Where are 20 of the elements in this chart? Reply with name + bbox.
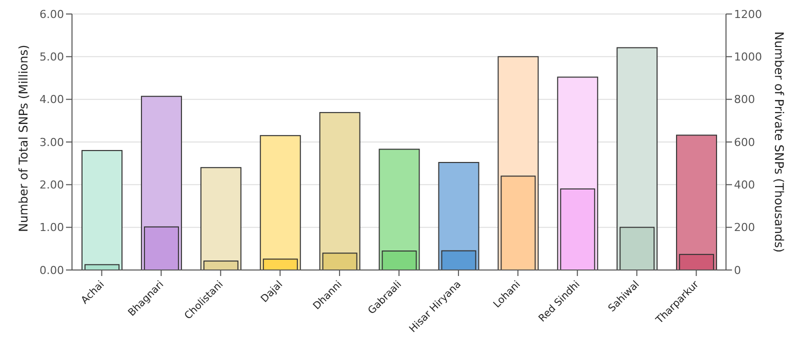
y2-tick-label: 1000 xyxy=(734,50,762,64)
y2-tick-label: 0 xyxy=(734,264,741,277)
y2-tick-label: 1200 xyxy=(734,8,762,21)
y2-tick-label: 200 xyxy=(734,221,755,234)
y-tick-label: 1.00 xyxy=(40,221,64,234)
y2-tick-label: 600 xyxy=(734,136,755,149)
y-axis-title: Number of Total SNPs (Millions) xyxy=(16,44,30,232)
y-tick-label: 5.00 xyxy=(40,50,64,64)
y-tick-label: 3.00 xyxy=(40,136,64,149)
y-tick-label: 4.00 xyxy=(40,93,64,106)
y2-tick-label: 400 xyxy=(734,178,755,192)
y2-tick-label: 800 xyxy=(734,93,755,106)
bar xyxy=(82,150,122,270)
bar xyxy=(200,167,242,270)
bar xyxy=(260,135,301,270)
y-tick-label: 2.00 xyxy=(40,178,64,192)
y2-axis-title: Number of Private SNPs (Thousands) xyxy=(772,31,786,253)
y-tick-label: 6.00 xyxy=(40,8,64,21)
y-tick-label: 0.00 xyxy=(40,264,64,277)
bar xyxy=(319,112,360,270)
